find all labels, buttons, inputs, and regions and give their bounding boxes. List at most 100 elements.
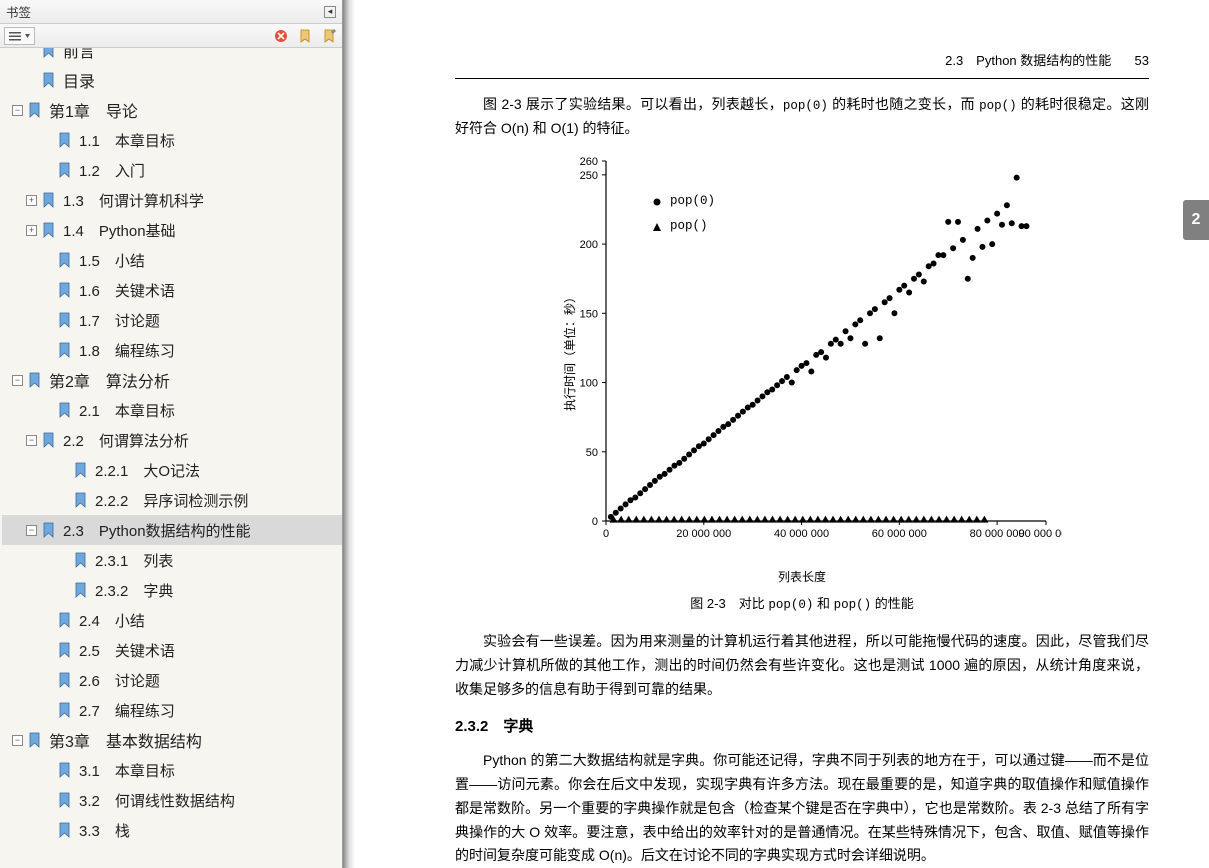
- page-header: 2.3 Python 数据结构的性能 53: [455, 50, 1149, 72]
- bookmark-node[interactable]: 1.8 编程练习: [2, 335, 342, 365]
- sidebar-options-button[interactable]: [4, 27, 35, 45]
- bookmark-tree[interactable]: 前言目录−第1章 导论1.1 本章目标1.2 入门+1.3 何谓计算机科学+1.…: [0, 48, 342, 868]
- svg-text:80 000 000: 80 000 000: [970, 528, 1025, 540]
- bookmark-node[interactable]: 2.3.1 列表: [2, 545, 342, 575]
- svg-text:260: 260: [580, 156, 598, 168]
- bookmark-label: 2.6 讨论题: [79, 670, 160, 691]
- bookmark-label: 第1章 导论: [49, 98, 138, 122]
- bookmark-node[interactable]: 2.6 讨论题: [2, 665, 342, 695]
- paragraph-1: 图 2-3 展示了实验结果。可以看出，列表越长，pop(0) 的耗时也随之变长，…: [455, 93, 1149, 141]
- bookmark-label: 1.3 何谓计算机科学: [63, 190, 204, 211]
- bookmark-node[interactable]: 3.2 何谓线性数据结构: [2, 785, 342, 815]
- bookmark-label: 3.2 何谓线性数据结构: [79, 790, 235, 811]
- bookmark-node[interactable]: − 2.3 Python数据结构的性能: [2, 515, 342, 545]
- bookmark-label: 1.1 本章目标: [79, 130, 175, 151]
- expand-toggle[interactable]: −: [26, 435, 37, 446]
- paragraph-2: 实验会有一些误差。因为用来测量的计算机运行着其他进程，所以可能拖慢代码的速度。因…: [455, 630, 1149, 701]
- svg-text:20 000 000: 20 000 000: [676, 528, 731, 540]
- bookmark-label: 3.1 本章目标: [79, 760, 175, 781]
- chart-legend: pop(0) pop(): [652, 191, 715, 242]
- bookmark-node[interactable]: +1.3 何谓计算机科学: [2, 185, 342, 215]
- bookmark-label: 2.3.1 列表: [95, 550, 173, 571]
- bookmark-label: 1.8 编程练习: [79, 340, 175, 361]
- bookmark-node[interactable]: 1.2 入门: [2, 155, 342, 185]
- scatter-chart: 050100150200250260020 000 00040 000 0006…: [542, 151, 1062, 551]
- heading-2-3-2: 2.3.2 字典: [455, 714, 1149, 740]
- chapter-tab[interactable]: 2: [1183, 200, 1209, 240]
- triangle-marker-icon: [652, 222, 662, 232]
- bookmark-node[interactable]: 2.2.2 异序词检测示例: [2, 485, 342, 515]
- sidebar-header: 书签 ◂: [0, 0, 342, 24]
- bookmark-label: 2.2.2 异序词检测示例: [95, 490, 248, 511]
- bookmark-label: 2.1 本章目标: [79, 400, 175, 421]
- figure-caption: 图 2-3 对比 pop(0) 和 pop() 的性能: [455, 593, 1149, 616]
- svg-text:0: 0: [603, 528, 609, 540]
- bookmark-label: 前言: [63, 48, 95, 62]
- svg-text:150: 150: [580, 308, 598, 320]
- bookmark-node[interactable]: −第2章 算法分析: [2, 365, 342, 395]
- bookmark-node[interactable]: 2.3.2 字典: [2, 575, 342, 605]
- bookmark-node[interactable]: 目录: [2, 65, 342, 95]
- bookmark-node[interactable]: 2.4 小结: [2, 605, 342, 635]
- expand-toggle[interactable]: +: [26, 195, 37, 206]
- legend-entry-pop0: pop(0): [652, 191, 715, 212]
- bookmark-label: 目录: [63, 68, 95, 92]
- document-pane: 2.3 Python 数据结构的性能 53 图 2-3 展示了实验结果。可以看出…: [343, 0, 1209, 868]
- bookmark-node[interactable]: − 第1章 导论: [2, 95, 342, 125]
- bookmark-node[interactable]: 2.5 关键术语: [2, 635, 342, 665]
- expand-toggle[interactable]: −: [12, 375, 23, 386]
- bookmark-node[interactable]: 1.7 讨论题: [2, 305, 342, 335]
- page-content: 2.3 Python 数据结构的性能 53 图 2-3 展示了实验结果。可以看出…: [355, 0, 1209, 868]
- bookmark-node[interactable]: 3.3 栈: [2, 815, 342, 845]
- bookmark-label: 2.2 何谓算法分析: [63, 430, 189, 451]
- bookmark-label: 1.4 Python基础: [63, 220, 176, 241]
- edit-bookmark-icon[interactable]: [320, 27, 338, 45]
- sidebar-collapse-button[interactable]: ◂: [324, 6, 336, 18]
- sidebar-title: 书签: [6, 2, 324, 21]
- circle-marker-icon: [652, 197, 662, 207]
- bookmark-label: 2.3 Python数据结构的性能: [63, 520, 251, 541]
- sidebar-toolbar: [0, 24, 342, 48]
- legend-entry-pop: pop(): [652, 216, 715, 237]
- bookmark-label: 2.3.2 字典: [95, 580, 173, 601]
- bookmark-label: 1.7 讨论题: [79, 310, 160, 331]
- svg-text:40 000 000: 40 000 000: [774, 528, 829, 540]
- chart-ylabel: 执行时间（单位：秒）: [560, 291, 580, 411]
- svg-text:250: 250: [580, 170, 598, 182]
- bookmark-label: 第3章 基本数据结构: [49, 728, 202, 752]
- bookmark-node[interactable]: 1.1 本章目标: [2, 125, 342, 155]
- new-bookmark-icon[interactable]: [296, 27, 314, 45]
- bookmark-label: 2.7 编程练习: [79, 700, 175, 721]
- page-number: 53: [1135, 53, 1149, 68]
- bookmark-node[interactable]: 2.2.1 大O记法: [2, 455, 342, 485]
- bookmark-node[interactable]: − 第3章 基本数据结构: [2, 725, 342, 755]
- bookmark-node[interactable]: − 2.2 何谓算法分析: [2, 425, 342, 455]
- delete-bookmark-icon[interactable]: [272, 27, 290, 45]
- bookmark-node[interactable]: 2.1 本章目标: [2, 395, 342, 425]
- header-rule: [455, 78, 1149, 79]
- chart-xlabel: 列表长度: [778, 567, 826, 587]
- bookmark-label: 1.6 关键术语: [79, 280, 175, 301]
- bookmark-label: 1.2 入门: [79, 160, 145, 181]
- bookmark-node[interactable]: +1.4 Python基础: [2, 215, 342, 245]
- svg-text:60 000 000: 60 000 000: [872, 528, 927, 540]
- figure-2-3: 050100150200250260020 000 00040 000 0006…: [455, 151, 1149, 589]
- section-title: 2.3 Python 数据结构的性能: [945, 53, 1111, 68]
- svg-text:90 000 000: 90 000 000: [1018, 528, 1062, 540]
- expand-toggle[interactable]: −: [26, 525, 37, 536]
- expand-toggle[interactable]: −: [12, 735, 23, 746]
- bookmark-node[interactable]: 2.7 编程练习: [2, 695, 342, 725]
- bookmark-node[interactable]: 1.6 关键术语: [2, 275, 342, 305]
- bookmarks-sidebar: 书签 ◂ 前言目录 − 第1章 导论 1.1 本章目标 1.2 入门 +1.3 何谓计算机…: [0, 0, 343, 868]
- expand-toggle[interactable]: +: [26, 225, 37, 236]
- svg-text:200: 200: [580, 239, 598, 251]
- pane-gutter[interactable]: [343, 0, 355, 868]
- bookmark-label: 3.3 栈: [79, 820, 130, 841]
- bookmark-node[interactable]: 1.5 小结: [2, 245, 342, 275]
- bookmark-node[interactable]: 3.1 本章目标: [2, 755, 342, 785]
- bookmark-label: 2.2.1 大O记法: [95, 460, 200, 481]
- expand-toggle[interactable]: −: [12, 105, 23, 116]
- svg-text:50: 50: [586, 447, 598, 459]
- bookmark-label: 1.5 小结: [79, 250, 145, 271]
- bookmark-node[interactable]: 前言: [2, 48, 342, 65]
